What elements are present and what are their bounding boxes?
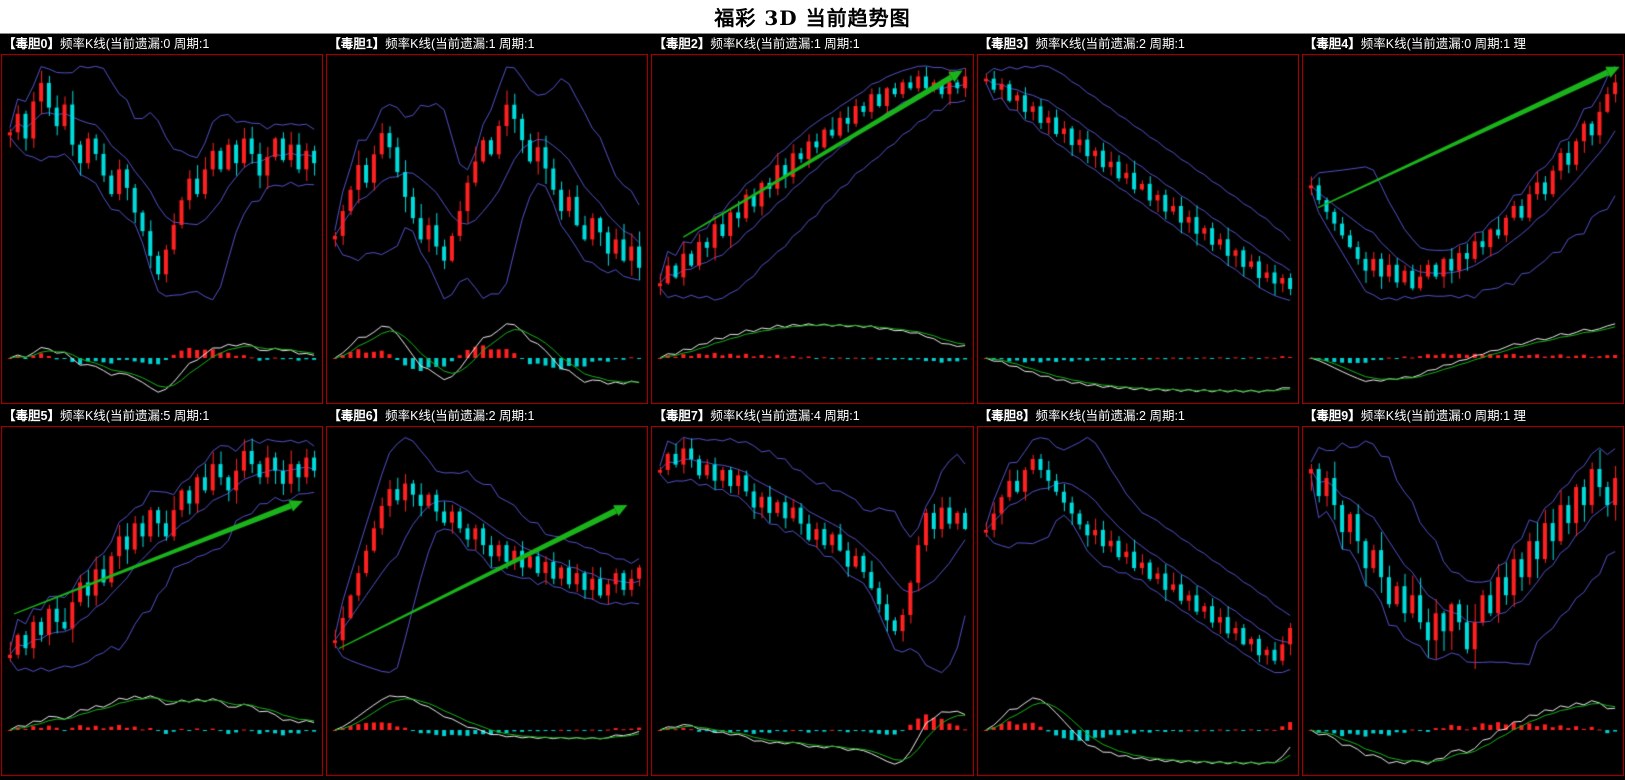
panel-label: 【毒胆6】 — [328, 408, 386, 423]
chart-panel: 【毒胆0】频率K线(当前遗漏:0 周期:1 — [1, 35, 324, 405]
page-header: 福彩 3D 当前趋势图 — [0, 0, 1625, 34]
panel-info: 频率K线(当前遗漏:5 周期:1 — [59, 408, 210, 423]
panel-label: 【毒胆8】 — [978, 408, 1036, 423]
charts-grid: 【毒胆0】频率K线(当前遗漏:0 周期:1 【毒胆1】频率K线(当前遗漏:1 周… — [0, 34, 1625, 777]
panel-header: 【毒胆3】频率K线(当前遗漏:2 周期:1 — [977, 35, 1299, 54]
chart-panel: 【毒胆3】频率K线(当前遗漏:2 周期:1 — [976, 35, 1299, 405]
panel-info: 频率K线(当前遗漏:4 周期:1 — [710, 408, 860, 423]
chart-panel: 【毒胆9】频率K线(当前遗漏:0 周期:1 理 — [1301, 406, 1624, 776]
panel-header: 【毒胆9】频率K线(当前遗漏:0 周期:1 理 — [1302, 407, 1624, 426]
panel-label: 【毒胆0】 — [3, 37, 60, 51]
kline-chart-canvas-7[interactable] — [651, 425, 974, 776]
panel-info: 频率K线(当前遗漏:2 周期:1 — [385, 408, 535, 423]
panel-header: 【毒胆8】频率K线(当前遗漏:2 周期:1 — [977, 407, 1299, 426]
panel-header: 【毒胆0】频率K线(当前遗漏:0 周期:1 — [1, 35, 323, 54]
chart-panel: 【毒胆2】频率K线(当前遗漏:1 周期:1 — [651, 35, 974, 405]
kline-chart-canvas-5[interactable] — [1, 425, 324, 776]
panel-header: 【毒胆7】频率K线(当前遗漏:4 周期:1 — [651, 407, 973, 426]
panel-header: 【毒胆6】频率K线(当前遗漏:2 周期:1 — [326, 407, 648, 426]
panel-header: 【毒胆5】频率K线(当前遗漏:5 周期:1 — [1, 407, 323, 426]
panel-info: 频率K线(当前遗漏:0 周期:1 理 — [1360, 37, 1527, 51]
panel-info: 频率K线(当前遗漏:0 周期:1 — [59, 37, 210, 51]
panel-info: 频率K线(当前遗漏:0 周期:1 理 — [1360, 408, 1527, 423]
kline-chart-canvas-8[interactable] — [976, 425, 1299, 776]
panel-label: 【毒胆1】 — [328, 37, 386, 51]
chart-panel: 【毒胆4】频率K线(当前遗漏:0 周期:1 理 — [1301, 35, 1624, 405]
panel-label: 【毒胆3】 — [978, 37, 1036, 51]
kline-chart-canvas-9[interactable] — [1301, 425, 1624, 776]
panel-label: 【毒胆9】 — [1303, 408, 1361, 423]
kline-chart-canvas-1[interactable] — [326, 54, 649, 405]
panel-header: 【毒胆4】频率K线(当前遗漏:0 周期:1 理 — [1302, 35, 1624, 54]
chart-panel: 【毒胆6】频率K线(当前遗漏:2 周期:1 — [326, 406, 649, 776]
chart-panel: 【毒胆5】频率K线(当前遗漏:5 周期:1 — [1, 406, 324, 776]
kline-chart-canvas-6[interactable] — [326, 425, 649, 776]
panel-label: 【毒胆4】 — [1303, 37, 1361, 51]
chart-panel: 【毒胆8】频率K线(当前遗漏:2 周期:1 — [976, 406, 1299, 776]
kline-chart-canvas-0[interactable] — [1, 54, 324, 405]
chart-panel: 【毒胆7】频率K线(当前遗漏:4 周期:1 — [651, 406, 974, 776]
kline-chart-canvas-3[interactable] — [976, 54, 1299, 405]
panel-info: 频率K线(当前遗漏:2 周期:1 — [1035, 37, 1185, 51]
panel-info: 频率K线(当前遗漏:1 周期:1 — [385, 37, 535, 51]
panel-header: 【毒胆1】频率K线(当前遗漏:1 周期:1 — [326, 35, 648, 54]
panel-info: 频率K线(当前遗漏:2 周期:1 — [1035, 408, 1185, 423]
panel-label: 【毒胆2】 — [653, 37, 711, 51]
kline-chart-canvas-4[interactable] — [1301, 54, 1624, 405]
chart-panel: 【毒胆1】频率K线(当前遗漏:1 周期:1 — [326, 35, 649, 405]
page-title: 福彩 3D 当前趋势图 — [714, 6, 911, 30]
panel-info: 频率K线(当前遗漏:1 周期:1 — [710, 37, 860, 51]
panel-header: 【毒胆2】频率K线(当前遗漏:1 周期:1 — [651, 35, 973, 54]
kline-chart-canvas-2[interactable] — [651, 54, 974, 405]
panel-label: 【毒胆7】 — [653, 408, 711, 423]
panel-label: 【毒胆5】 — [3, 408, 60, 423]
